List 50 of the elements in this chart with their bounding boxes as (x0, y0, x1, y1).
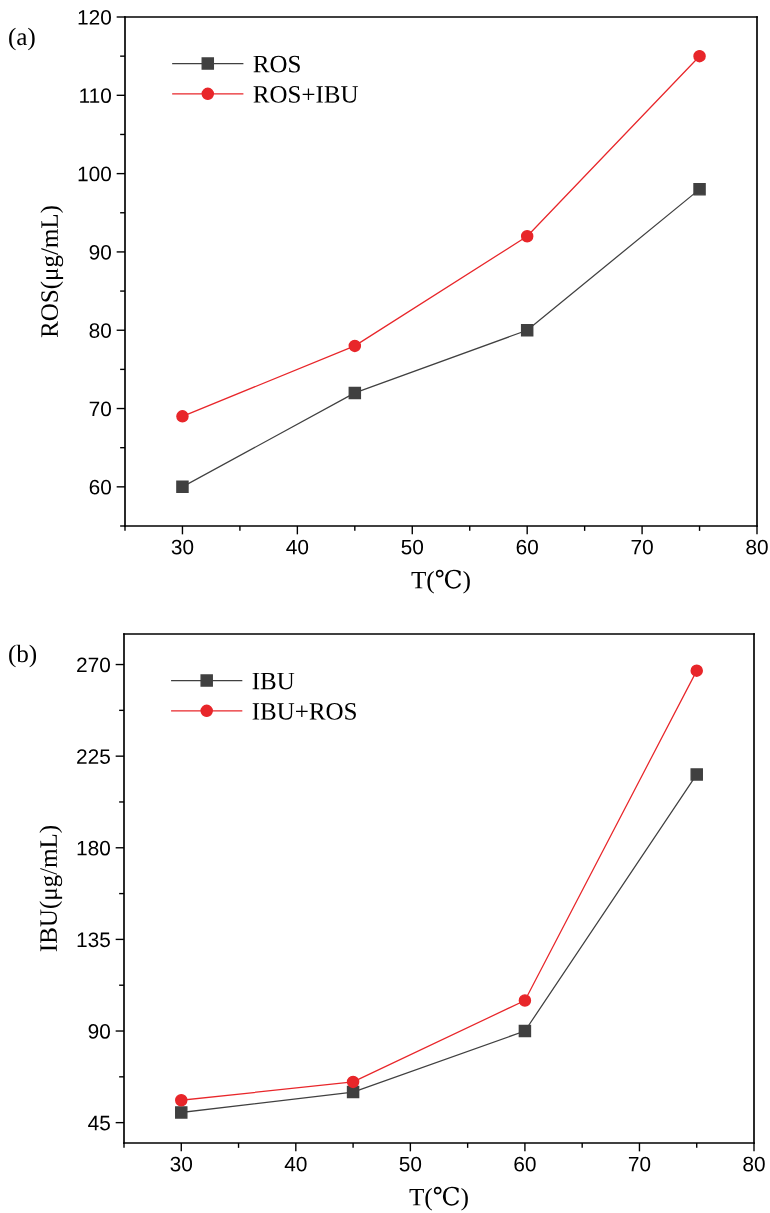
y-tick-label: 100 (78, 166, 111, 182)
legend-label: ROS (253, 55, 300, 73)
x-tick-label: 50 (401, 539, 424, 555)
point (176, 480, 189, 494)
x-tick-label: 80 (743, 1156, 765, 1172)
y-tick-label: 270 (77, 657, 110, 673)
x-tick-label: 50 (399, 1156, 422, 1172)
x-axis-title: T(℃) (409, 1186, 468, 1211)
x-tick-label: 40 (284, 1156, 307, 1172)
x-tick-label: 60 (516, 539, 538, 555)
y-tick-label: 80 (89, 323, 111, 338)
x-tick-label: 70 (628, 1156, 651, 1172)
point (520, 230, 534, 243)
x-tick-label: 60 (514, 1156, 536, 1172)
point (348, 339, 362, 353)
point (693, 183, 706, 196)
chart-title: (a) (9, 27, 35, 51)
point (690, 664, 703, 677)
legend-label: ROS+IBU (253, 86, 359, 103)
point (176, 410, 189, 423)
y-axis-title: ROS(μg/mL) (40, 206, 64, 338)
y-tick-label: 90 (89, 244, 111, 260)
x-tick-label: 70 (631, 539, 653, 555)
x-tick-label: 30 (170, 1156, 193, 1172)
y-axis-title: IBU(μg/mL) (39, 825, 63, 952)
legend-label: IBU+ROS (252, 703, 356, 720)
point (175, 1106, 188, 1119)
point (690, 768, 703, 781)
y-tick-label: 135 (77, 932, 110, 948)
point (348, 386, 362, 400)
point (520, 323, 534, 337)
point (518, 1024, 532, 1038)
y-tick-label: 180 (77, 840, 110, 856)
point (518, 994, 532, 1007)
point (346, 1075, 360, 1089)
y-tick-label: 90 (88, 1024, 110, 1039)
point (693, 49, 706, 63)
x-tick-label: 80 (746, 539, 768, 555)
legend-label: IBU (252, 672, 295, 690)
y-tick-label: 60 (89, 479, 111, 495)
x-axis-title: T(℃) (411, 569, 470, 594)
y-tick-label: 225 (77, 749, 110, 764)
y-tick-label: 70 (89, 401, 111, 417)
y-tick-label: 110 (80, 88, 111, 104)
chart-title: (b) (9, 644, 37, 668)
point (175, 1093, 188, 1107)
y-tick-label: 120 (78, 10, 111, 25)
x-tick-label: 40 (286, 539, 309, 555)
x-tick-label: 30 (171, 539, 194, 555)
y-tick-label: 45 (88, 1115, 110, 1131)
